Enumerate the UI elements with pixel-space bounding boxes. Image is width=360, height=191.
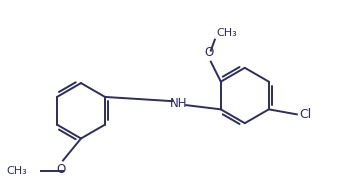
Text: O: O: [204, 46, 213, 59]
Text: NH: NH: [170, 97, 187, 110]
Text: Cl: Cl: [299, 108, 311, 121]
Text: O: O: [57, 163, 66, 176]
Text: CH₃: CH₃: [6, 167, 27, 176]
Text: CH₃: CH₃: [217, 28, 238, 38]
